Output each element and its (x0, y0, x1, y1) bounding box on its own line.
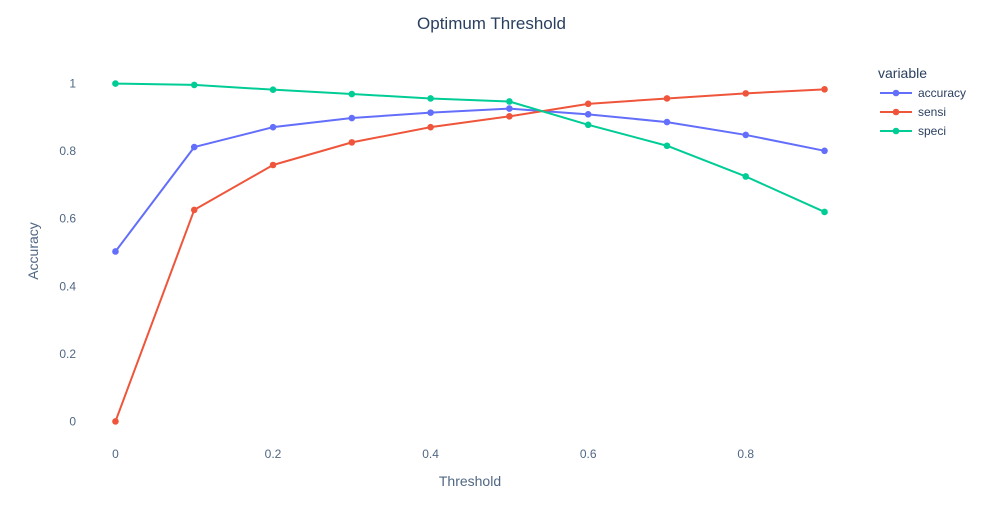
x-tick-label: 0 (112, 447, 119, 461)
legend-swatch-marker (892, 108, 900, 116)
data-point-speci[interactable] (190, 81, 198, 89)
y-tick-label: 1 (69, 77, 76, 91)
legend-swatch-marker (892, 89, 900, 97)
data-point-speci[interactable] (427, 95, 434, 102)
data-point-speci[interactable] (584, 121, 592, 129)
data-point-sensi[interactable] (584, 100, 592, 108)
legend-label: speci (918, 124, 946, 138)
series-line-sensi (114, 88, 825, 422)
series-line-accuracy (114, 107, 825, 253)
data-point-accuracy[interactable] (190, 143, 198, 151)
legend-title: variable (878, 65, 927, 81)
y-axis-title: Accuracy (25, 222, 41, 280)
legend: variable accuracy sensi speci (878, 65, 966, 138)
data-point-speci[interactable] (663, 142, 671, 150)
y-tick-label: 0.6 (59, 212, 76, 226)
data-point-accuracy[interactable] (584, 111, 592, 118)
data-point-speci[interactable] (742, 173, 750, 180)
data-point-speci[interactable] (821, 208, 828, 216)
series-line-speci (115, 82, 825, 213)
data-point-sensi[interactable] (742, 90, 750, 97)
y-tick-label: 0.2 (59, 347, 76, 361)
x-tick-label: 0.6 (580, 447, 597, 461)
y-tick-label: 0.8 (59, 144, 76, 158)
data-point-sensi[interactable] (506, 113, 513, 120)
data-point-speci[interactable] (348, 90, 356, 98)
legend-swatch-marker (892, 127, 900, 135)
data-point-sensi[interactable] (112, 418, 119, 425)
y-tick-label: 0.4 (59, 279, 76, 293)
data-point-accuracy[interactable] (427, 109, 434, 116)
legend-items: accuracy sensi speci (880, 86, 966, 138)
data-point-sensi[interactable] (348, 139, 356, 146)
x-tick-label: 0.4 (422, 447, 439, 461)
data-point-speci[interactable] (112, 80, 119, 87)
legend-label: sensi (918, 105, 946, 119)
data-point-sensi[interactable] (190, 206, 198, 214)
series-sensi (112, 86, 828, 425)
series-speci (112, 80, 828, 216)
legend-item-speci[interactable]: speci (880, 124, 946, 138)
x-axis-title: Threshold (439, 473, 501, 489)
data-point-accuracy[interactable] (821, 147, 828, 155)
x-tick-label: 0.2 (265, 447, 282, 461)
legend-item-accuracy[interactable]: accuracy (880, 86, 966, 100)
x-axis-ticks: 0 0.2 0.4 0.6 0.8 (112, 447, 754, 461)
x-tick-label: 0.8 (737, 447, 754, 461)
plot-area (112, 80, 828, 425)
y-tick-label: 0 (69, 414, 76, 428)
legend-item-sensi[interactable]: sensi (880, 105, 946, 119)
data-point-speci[interactable] (269, 86, 277, 93)
series-accuracy (112, 105, 828, 255)
data-point-sensi[interactable] (663, 95, 671, 102)
data-point-sensi[interactable] (427, 123, 434, 131)
chart-title: Optimum Threshold (417, 14, 566, 33)
y-axis-ticks: 0 0.2 0.4 0.6 0.8 1 (59, 77, 76, 429)
legend-label: accuracy (918, 86, 966, 100)
data-point-speci[interactable] (506, 98, 513, 105)
data-point-accuracy[interactable] (663, 118, 671, 126)
data-point-accuracy[interactable] (742, 131, 750, 139)
data-point-sensi[interactable] (821, 86, 828, 93)
data-point-accuracy[interactable] (112, 248, 119, 255)
data-point-accuracy[interactable] (506, 105, 513, 112)
data-point-sensi[interactable] (269, 161, 277, 169)
data-point-accuracy[interactable] (269, 123, 277, 131)
data-point-accuracy[interactable] (348, 114, 356, 122)
